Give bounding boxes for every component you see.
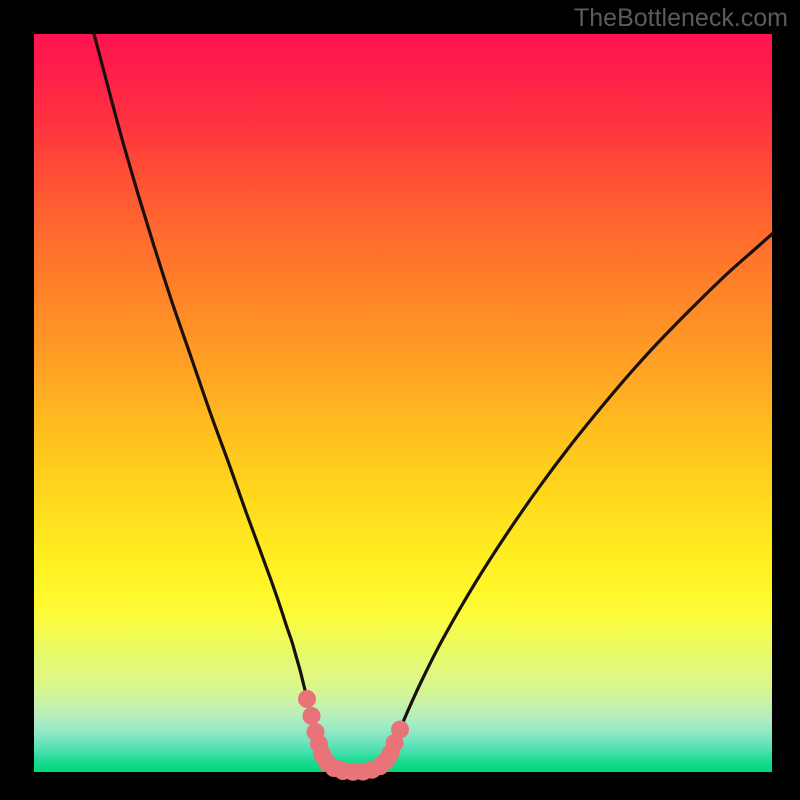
- curve-marker: [298, 690, 316, 708]
- marker-group: [298, 690, 409, 781]
- curve-marker: [303, 707, 321, 725]
- curve-marker: [391, 721, 409, 739]
- curve-layer: [34, 34, 772, 772]
- plot-area: [34, 34, 772, 772]
- chart-container: TheBottleneck.com: [0, 0, 800, 800]
- bottleneck-curve: [94, 34, 772, 772]
- watermark-text: TheBottleneck.com: [574, 4, 788, 33]
